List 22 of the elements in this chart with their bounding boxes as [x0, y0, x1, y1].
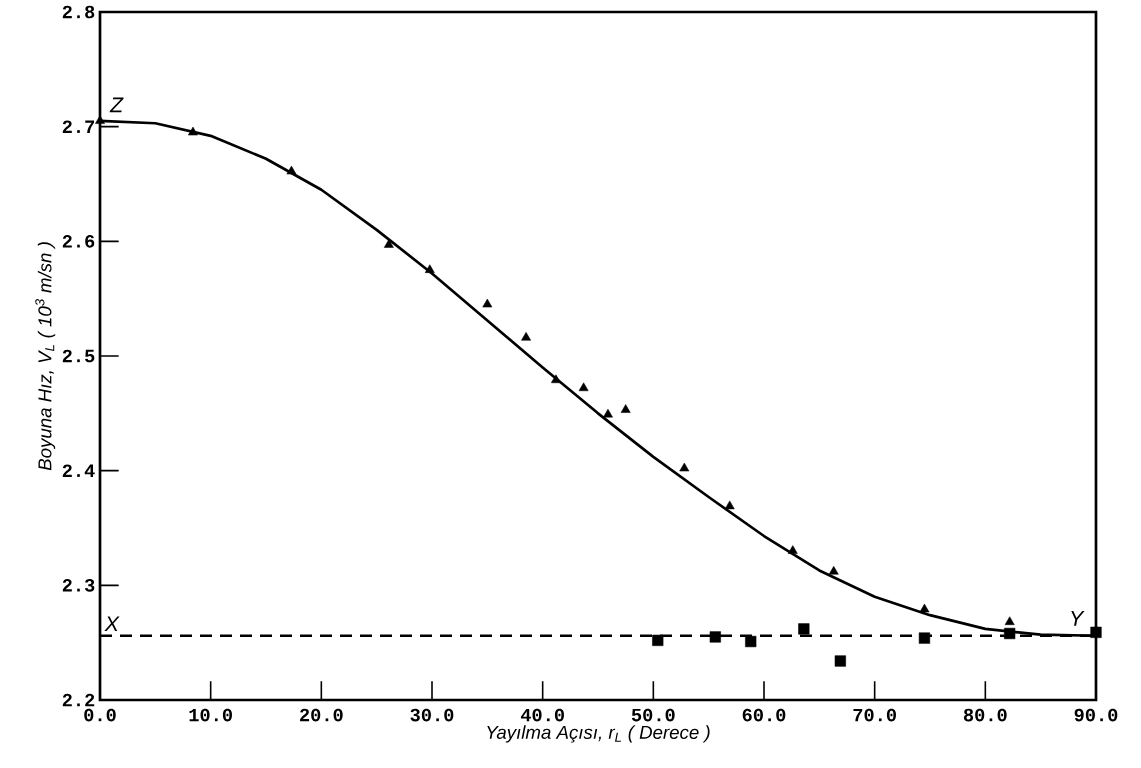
- y-tick-label: 2.3: [62, 578, 95, 592]
- x-tick-label: 90.0: [1074, 708, 1118, 722]
- x-tick-label: 30.0: [410, 708, 454, 722]
- y-tick-label: 2.7: [62, 120, 95, 133]
- x-tick-label: 50.0: [631, 708, 675, 722]
- y-tick-label: 2.5: [62, 349, 95, 363]
- y-tick-label: 2.8: [62, 5, 95, 19]
- x-tick-label: 0.0: [84, 708, 116, 722]
- y-tick-label: 2.4: [62, 464, 95, 477]
- ref-line-label: X: [104, 616, 120, 632]
- x-tick-label: 80.0: [963, 708, 1007, 722]
- y-tick-label: 2.6: [62, 235, 95, 248]
- x-tick-label: 40.0: [520, 708, 564, 722]
- annotation: Z: [109, 97, 124, 113]
- x-tick-label: 10.0: [189, 708, 232, 722]
- y-tick-label: 2.2: [62, 693, 95, 707]
- y-axis-title: Boyuna Hız, V$_{L}$ ( 10$^{3}$ m/sn ): [35, 242, 56, 471]
- x-tick-label: 70.0: [853, 708, 896, 722]
- annotation: Y: [1071, 611, 1085, 626]
- x-tick-label: 20.0: [300, 708, 343, 722]
- x-tick-label: 60.0: [742, 708, 786, 722]
- x-axis-title: Yayılma Açısı, r$_{L}$ ( Derece ): [487, 725, 710, 743]
